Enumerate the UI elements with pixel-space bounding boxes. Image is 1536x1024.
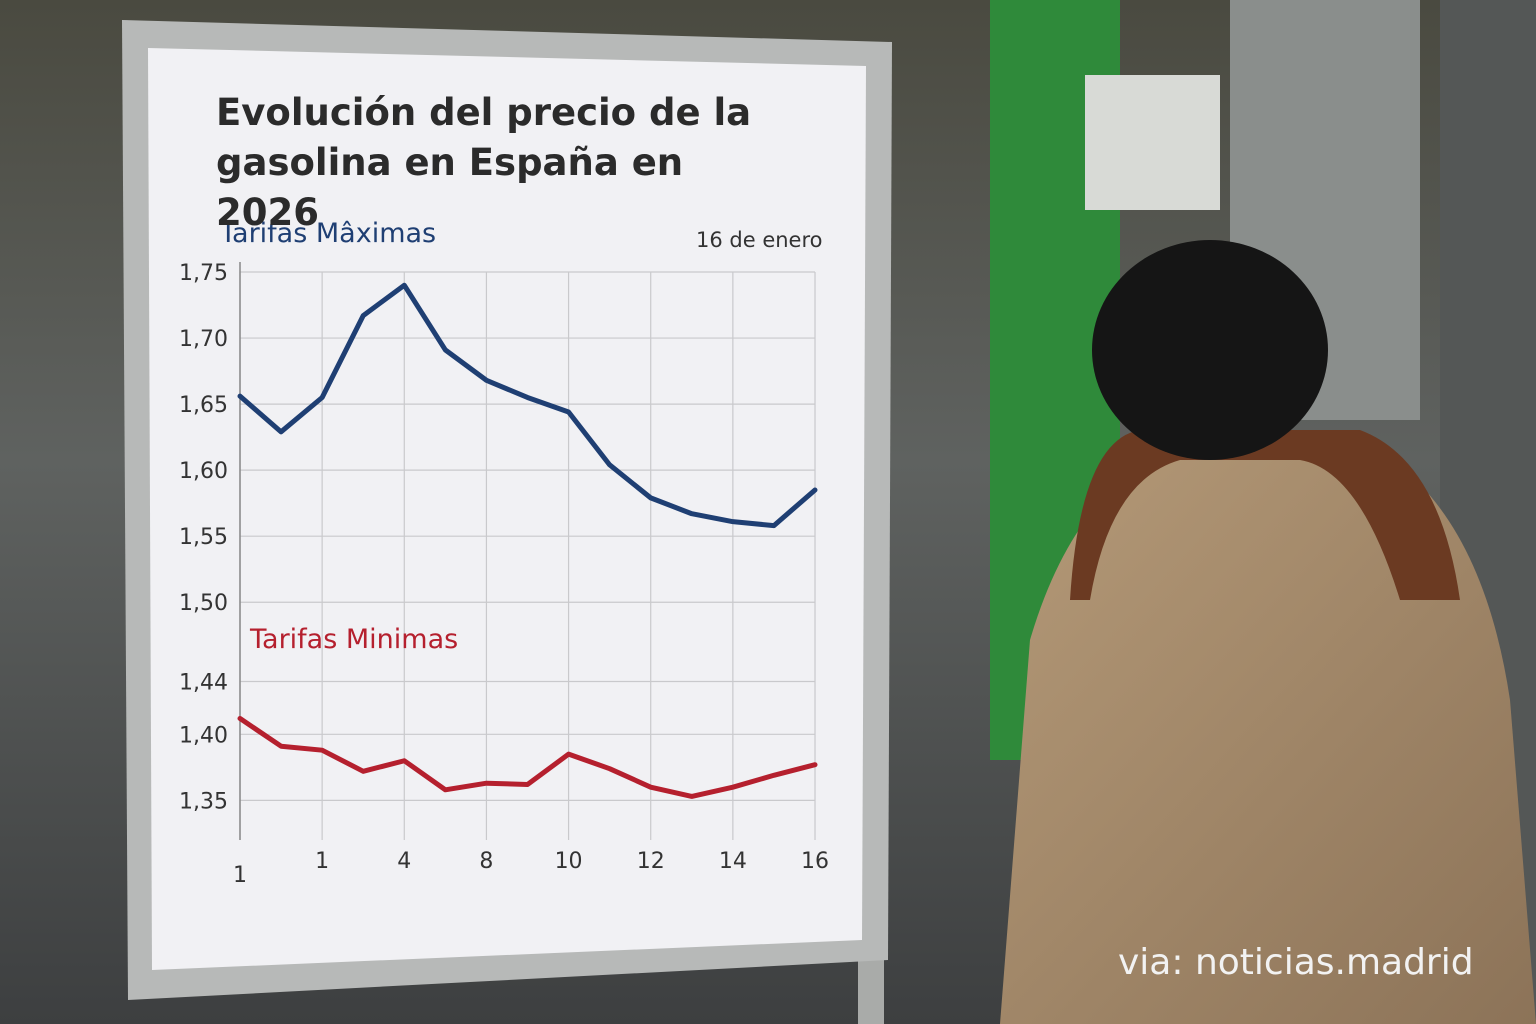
y-tick-label: 1,40 xyxy=(179,723,228,748)
y-tick-label: 1,60 xyxy=(179,459,228,484)
y-tick-label: 1,35 xyxy=(179,789,228,814)
person-hat xyxy=(1092,240,1328,460)
x-tick-label: 1 xyxy=(233,863,247,888)
person-hair xyxy=(1070,430,1460,600)
x-tick-label: 1 xyxy=(315,849,329,874)
y-tick-label: 1,55 xyxy=(179,525,228,550)
chart-subtitle: 16 de enero xyxy=(696,228,823,252)
sign-post xyxy=(858,950,884,1024)
x-tick-label: 10 xyxy=(555,849,583,874)
pump-display xyxy=(1085,75,1220,210)
legend-label: Tarifas Mâximas xyxy=(219,218,436,249)
series-line xyxy=(237,282,818,529)
chart-title: Evolución del precio de la gasolina en E… xyxy=(216,91,752,234)
y-tick-label: 1,44 xyxy=(179,670,228,695)
y-tick-label: 1,50 xyxy=(179,591,228,616)
x-tick-label: 8 xyxy=(479,849,493,874)
credit: via: noticias.madrid xyxy=(1118,942,1474,983)
x-tick-label: 12 xyxy=(637,849,665,874)
x-tick-label: 16 xyxy=(801,849,829,874)
legend-label: Tarifas Minimas xyxy=(249,624,458,655)
x-tick-label: 14 xyxy=(719,849,747,874)
y-tick-label: 1,75 xyxy=(179,261,228,286)
series-line xyxy=(237,715,818,799)
x-tick-label: 4 xyxy=(397,849,411,874)
y-tick-label: 1,65 xyxy=(179,393,228,418)
y-tick-label: 1,70 xyxy=(179,327,228,352)
sign-panel xyxy=(148,48,866,970)
